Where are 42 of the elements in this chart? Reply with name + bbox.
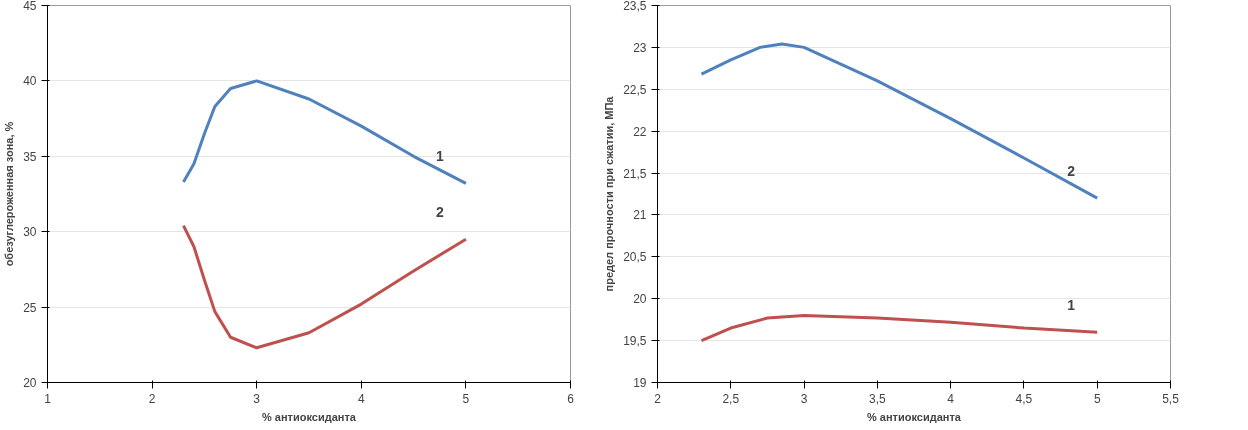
x-tick-label: 2: [148, 391, 156, 406]
x-axis-title: % антиоксиданта: [867, 410, 962, 423]
y-tick-label: 21,5: [623, 166, 647, 181]
x-tick-label: 1: [44, 391, 52, 406]
series-label: 1: [435, 148, 444, 165]
y-tick-label: 20: [23, 376, 37, 390]
y-tick-label: 45: [23, 0, 37, 13]
x-tick-label: 3,5: [869, 391, 887, 406]
y-tick-label: 21: [633, 208, 647, 223]
x-tick-label: 5: [1093, 391, 1101, 406]
x-tick-label: 3: [253, 391, 261, 406]
y-tick-label: 22,5: [623, 82, 647, 97]
x-tick-label: 2,5: [722, 391, 740, 406]
y-tick-label: 40: [23, 74, 37, 89]
y-tick-label: 35: [23, 149, 37, 164]
x-tick-label: 5: [462, 391, 470, 406]
line-series: [181, 224, 468, 350]
y-axis-title: предел прочности при сжатии, МПа: [603, 95, 616, 292]
x-tick-label: 3: [800, 391, 808, 406]
y-tick-label: 20,5: [623, 250, 647, 265]
y-tick-label: 20: [633, 292, 647, 307]
line-series: [699, 313, 1099, 343]
x-tick-label: 2: [654, 391, 662, 406]
y-tick-label: 23,5: [623, 0, 647, 13]
y-tick-label: 25: [23, 300, 37, 315]
line-series: [699, 42, 1099, 200]
x-axis-title: % антиоксиданта: [262, 410, 357, 423]
x-tick-label: 5,5: [1162, 391, 1180, 406]
y-tick-label: 23: [633, 40, 647, 55]
y-tick-label: 30: [23, 225, 37, 240]
y-axis-title: обезуглероженная зона, %: [3, 121, 16, 267]
series-label: 1: [1067, 297, 1076, 314]
y-tick-label: 19: [633, 376, 647, 390]
x-tick-label: 4: [357, 391, 365, 406]
x-tick-label: 6: [567, 391, 575, 406]
y-tick-label: 19,5: [623, 334, 647, 349]
line-series: [181, 79, 468, 185]
y-tick-label: 22: [633, 124, 647, 139]
x-tick-label: 4,5: [1015, 391, 1033, 406]
series-label: 2: [1067, 163, 1076, 180]
x-tick-label: 4: [947, 391, 955, 406]
series-label: 2: [435, 204, 444, 221]
